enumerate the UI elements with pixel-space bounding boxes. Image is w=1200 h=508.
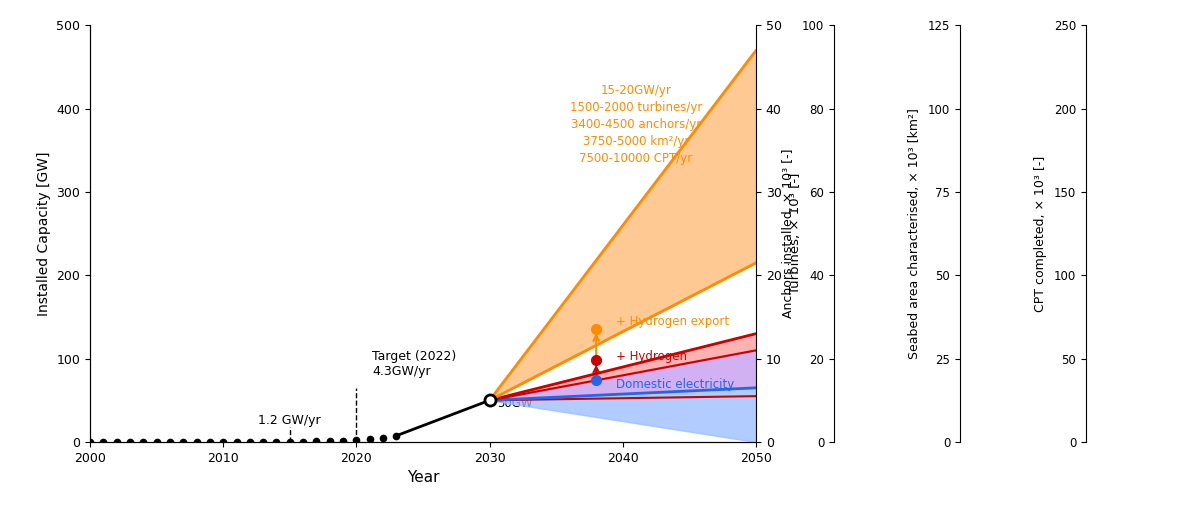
- X-axis label: Year: Year: [407, 470, 439, 485]
- Text: Domestic electricity: Domestic electricity: [616, 378, 734, 391]
- Text: 1.2 GW/yr: 1.2 GW/yr: [258, 414, 322, 427]
- Text: + Hydrogen: + Hydrogen: [616, 350, 688, 363]
- Text: + Hydrogen export: + Hydrogen export: [616, 315, 730, 329]
- Y-axis label: Anchors installed, × 10³ [-]: Anchors installed, × 10³ [-]: [782, 149, 796, 319]
- Y-axis label: Installed Capacity [GW]: Installed Capacity [GW]: [37, 151, 50, 316]
- Y-axis label: Turbines, × 10³ [-]: Turbines, × 10³ [-]: [788, 173, 802, 294]
- Text: 50GW: 50GW: [498, 397, 533, 410]
- Y-axis label: CPT completed, × 10³ [-]: CPT completed, × 10³ [-]: [1034, 155, 1048, 312]
- Text: Target (2022)
4.3GW/yr: Target (2022) 4.3GW/yr: [372, 351, 457, 378]
- Y-axis label: Seabed area characterised, × 10³ [km²]: Seabed area characterised, × 10³ [km²]: [908, 108, 920, 359]
- Text: 15-20GW/yr
1500-2000 turbines/yr
3400-4500 anchors/yr
3750-5000 km²/yr
7500-1000: 15-20GW/yr 1500-2000 turbines/yr 3400-45…: [570, 84, 702, 165]
